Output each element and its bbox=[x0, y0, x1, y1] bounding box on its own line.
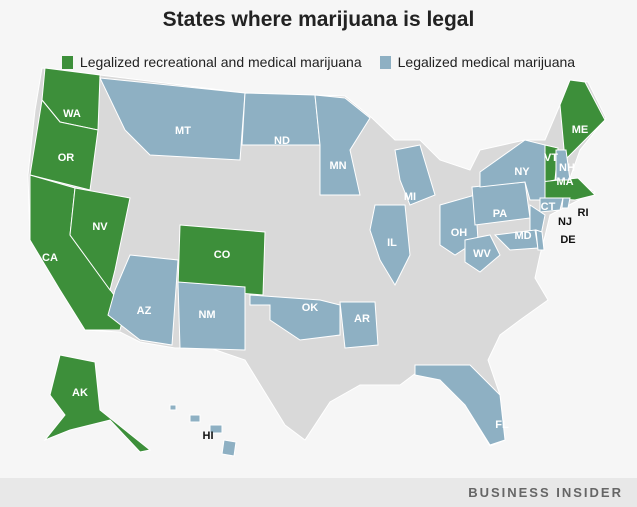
state-label-ny: NY bbox=[514, 166, 530, 178]
state-wv bbox=[464, 234, 501, 273]
state-label-ar: AR bbox=[354, 313, 370, 325]
state-ny bbox=[479, 139, 546, 201]
state-label-il: IL bbox=[387, 237, 397, 249]
state-label-nj: NJ bbox=[558, 216, 572, 228]
state-label-wa: WA bbox=[63, 108, 81, 120]
state-label-pa: PA bbox=[493, 208, 508, 220]
state-ct bbox=[539, 197, 564, 213]
state-label-nv: NV bbox=[92, 221, 108, 233]
legend-item-medical: Legalized medical marijuana bbox=[379, 54, 576, 70]
state-label-oh: OH bbox=[451, 227, 468, 239]
state-hi bbox=[209, 424, 223, 434]
state-label-ma: MA bbox=[556, 176, 573, 188]
state-ok bbox=[249, 294, 341, 341]
state-label-ri: RI bbox=[578, 207, 589, 219]
state-label-hi: HI bbox=[203, 430, 214, 442]
state-label-co: CO bbox=[214, 249, 231, 261]
state-de bbox=[535, 229, 545, 251]
map-title: States where marijuana is legal bbox=[162, 8, 475, 31]
state-co bbox=[177, 224, 266, 296]
state-mn bbox=[314, 94, 371, 196]
state-label-ok: OK bbox=[302, 302, 319, 314]
state-label-mt: MT bbox=[175, 125, 191, 137]
state-hi bbox=[221, 439, 237, 457]
state-il bbox=[369, 204, 411, 287]
state-nv bbox=[69, 187, 131, 292]
state-ri bbox=[561, 197, 571, 209]
state-label-me: ME bbox=[572, 124, 589, 136]
state-mt bbox=[99, 77, 246, 161]
state-nh bbox=[555, 149, 571, 181]
state-fl bbox=[414, 364, 506, 446]
state-label-de: DE bbox=[560, 234, 575, 246]
state-label-ca: CA bbox=[42, 252, 58, 264]
legend-swatch bbox=[61, 55, 73, 69]
state-ak bbox=[43, 354, 152, 453]
brand-logo: BUSINESS INSIDER bbox=[468, 485, 623, 500]
legend-item-recreational: Legalized recreational and medical marij… bbox=[61, 54, 362, 70]
footer: BUSINESS INSIDER bbox=[0, 478, 637, 507]
state-me bbox=[559, 79, 606, 162]
state-hi bbox=[169, 404, 177, 411]
state-ar bbox=[339, 301, 379, 349]
legend-label: Legalized recreational and medical marij… bbox=[79, 54, 362, 70]
state-label-nh: NH bbox=[559, 162, 575, 174]
state-label-ak: AK bbox=[72, 387, 88, 399]
state-label-fl: FL bbox=[495, 419, 509, 431]
state-label-ct: CT bbox=[541, 201, 556, 213]
state-label-vt: VT bbox=[544, 152, 558, 164]
state-label-nd: ND bbox=[274, 135, 290, 147]
legend: Legalized recreational and medical marij… bbox=[0, 54, 637, 70]
state-label-nm: NM bbox=[198, 309, 215, 321]
legend-swatch bbox=[379, 55, 391, 69]
legend-label: Legalized medical marijuana bbox=[397, 54, 576, 70]
state-hi bbox=[189, 414, 201, 423]
us-map: WA OR CA NV CO AK ME VT MA MT ND MN MI IL OH PA NY NH CT RI… bbox=[27, 67, 607, 457]
state-or bbox=[29, 98, 99, 191]
state-nm bbox=[177, 281, 246, 351]
state-label-or: OR bbox=[58, 152, 75, 164]
state-label-md: MD bbox=[514, 230, 531, 242]
state-mi bbox=[394, 144, 436, 206]
state-label-mn: MN bbox=[329, 160, 346, 172]
state-label-wv: WV bbox=[473, 248, 491, 260]
state-label-az: AZ bbox=[137, 305, 152, 317]
state-az bbox=[107, 254, 179, 346]
state-label-mi: MI bbox=[404, 191, 416, 203]
